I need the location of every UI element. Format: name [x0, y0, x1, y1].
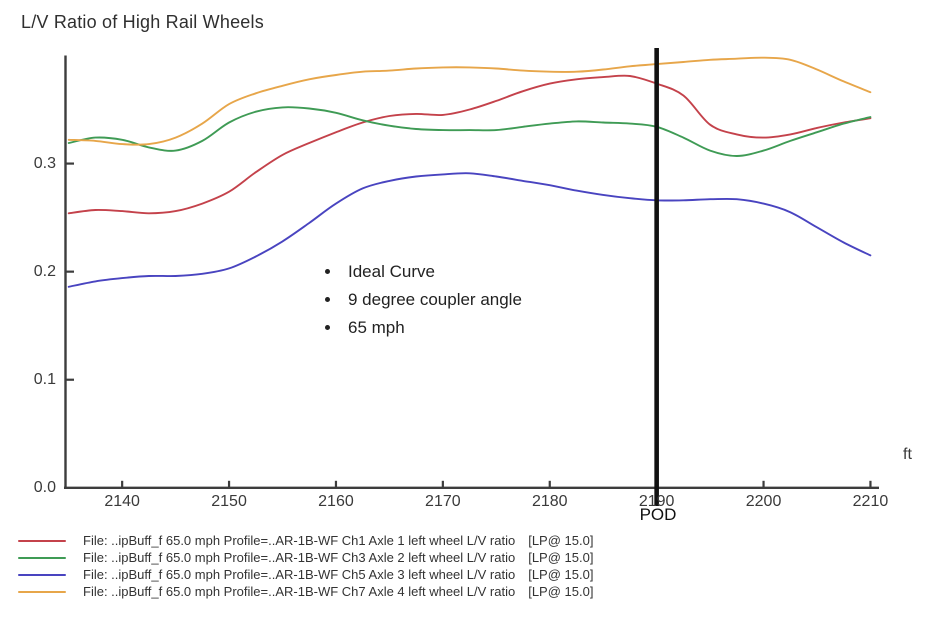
- y-tick-label: 0.3: [33, 154, 56, 172]
- x-tick-label: 2210: [852, 493, 889, 510]
- legend-swatch-axle-3: [18, 573, 66, 576]
- legend-text: File: ..ipBuff_f 65.0 mph Profile=..AR-1…: [83, 567, 516, 582]
- chart-title: L/V Ratio of High Rail Wheels: [21, 12, 264, 32]
- x-tick-label: 2150: [211, 493, 247, 510]
- legend-swatch-axle-4: [18, 590, 66, 593]
- legend-text: File: ..ipBuff_f 65.0 mph Profile=..AR-1…: [83, 550, 516, 565]
- annotation-item: Ideal Curve: [342, 258, 530, 286]
- series-line-2: [67, 106, 872, 157]
- legend-row: File: ..ipBuff_f 65.0 mph Profile=..AR-1…: [18, 549, 593, 566]
- legend-row: File: ..ipBuff_f 65.0 mph Profile=..AR-1…: [18, 566, 593, 583]
- series-line-4: [67, 56, 872, 146]
- legend-text: File: ..ipBuff_f 65.0 mph Profile=..AR-1…: [83, 533, 516, 548]
- legend-text: File: ..ipBuff_f 65.0 mph Profile=..AR-1…: [83, 584, 516, 599]
- pod-label: POD: [639, 505, 677, 524]
- x-tick-label: 2170: [425, 493, 461, 510]
- x-tick-label: 2200: [745, 493, 782, 510]
- legend-tag: [LP@ 15.0]: [528, 533, 594, 548]
- y-tick-label: 0.0: [33, 478, 56, 496]
- legend-row: File: ..ipBuff_f 65.0 mph Profile=..AR-1…: [18, 532, 593, 549]
- annotation-item: 65 mph: [342, 314, 530, 342]
- series-line-1: [67, 74, 872, 215]
- legend-swatch-axle-2: [18, 556, 66, 559]
- x-tick-label: 2140: [104, 493, 140, 510]
- annotation-list: Ideal Curve 9 degree coupler angle 65 mp…: [318, 258, 530, 342]
- legend-tag: [LP@ 15.0]: [528, 550, 594, 565]
- x-tick-label: 2190: [638, 493, 675, 510]
- legend-swatch-axle-1: [18, 539, 66, 542]
- legend-tag: [LP@ 15.0]: [528, 567, 594, 582]
- legend: File: ..ipBuff_f 65.0 mph Profile=..AR-1…: [18, 532, 593, 600]
- x-tick-label: 2180: [531, 493, 568, 510]
- x-axis-unit-label: ft: [903, 446, 912, 463]
- x-tick-label: 2160: [318, 493, 354, 510]
- series-line-3: [67, 172, 872, 288]
- legend-tag: [LP@ 15.0]: [528, 584, 594, 599]
- y-tick-label: 0.1: [33, 370, 56, 388]
- legend-row: File: ..ipBuff_f 65.0 mph Profile=..AR-1…: [18, 583, 593, 600]
- annotation-item: 9 degree coupler angle: [342, 286, 530, 314]
- y-tick-label: 0.2: [33, 262, 56, 280]
